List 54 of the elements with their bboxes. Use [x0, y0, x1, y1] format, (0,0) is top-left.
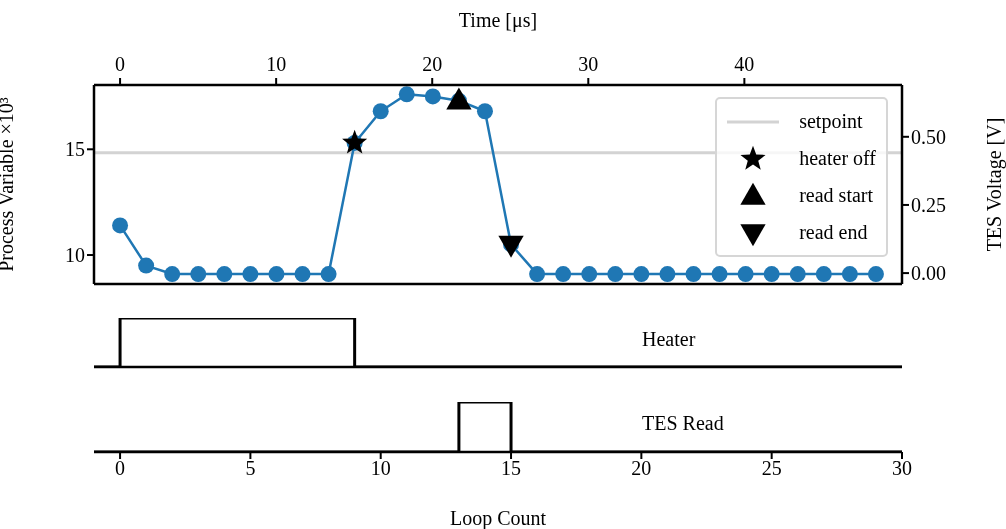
series-label: TES Read [642, 412, 724, 435]
point [164, 266, 181, 283]
point [789, 266, 806, 283]
x-tick-label: 0 [115, 457, 126, 480]
x-tick-label: 30 [892, 457, 912, 480]
x2-tick-label: 10 [266, 53, 287, 75]
point [659, 266, 676, 283]
point [190, 266, 207, 283]
point [763, 266, 780, 283]
legend-label: read start [799, 184, 874, 207]
point [633, 266, 650, 283]
x2-tick-label: 0 [115, 53, 126, 75]
legend-label: setpoint [799, 110, 863, 133]
legend-label: heater off [799, 147, 876, 170]
point [555, 266, 572, 283]
point [294, 266, 311, 283]
y2-axis-title: TES Voltage [V] [983, 117, 1006, 252]
x2-tick-label: 20 [422, 53, 443, 75]
point [841, 266, 858, 283]
x-tick-label: 20 [631, 457, 652, 480]
point [320, 266, 337, 283]
point [342, 129, 368, 154]
point [268, 266, 285, 283]
point [867, 266, 884, 283]
x-tick-label: 10 [370, 457, 391, 480]
y2-tick-label: 0.25 [911, 194, 946, 217]
legend-label: read end [799, 221, 868, 244]
point [476, 103, 493, 120]
x2-axis-title: Time [μs] [458, 9, 538, 32]
point [424, 88, 441, 105]
point [242, 266, 259, 283]
point [685, 266, 702, 283]
point [372, 103, 389, 120]
point [216, 266, 233, 283]
point [607, 266, 624, 283]
y2-tick-label: 0.50 [911, 125, 946, 148]
point [581, 266, 598, 283]
point [498, 235, 524, 258]
x2-tick-label: 40 [734, 53, 755, 75]
x-tick-label: 15 [501, 457, 522, 480]
point [737, 266, 754, 283]
x2-tick-label: 30 [578, 53, 599, 75]
y2-tick-label: 0.00 [911, 262, 946, 285]
point [711, 266, 728, 283]
x-tick-label: 25 [761, 457, 782, 480]
x-axis-title: Loop Count [449, 507, 547, 529]
point [398, 86, 415, 103]
point [815, 266, 832, 283]
point [138, 257, 155, 274]
point [529, 266, 546, 283]
point [112, 217, 129, 234]
series-label: Heater [642, 328, 696, 351]
x-tick-label: 5 [245, 457, 256, 480]
y-axis-title: Process Variable ×10³ [0, 97, 18, 272]
